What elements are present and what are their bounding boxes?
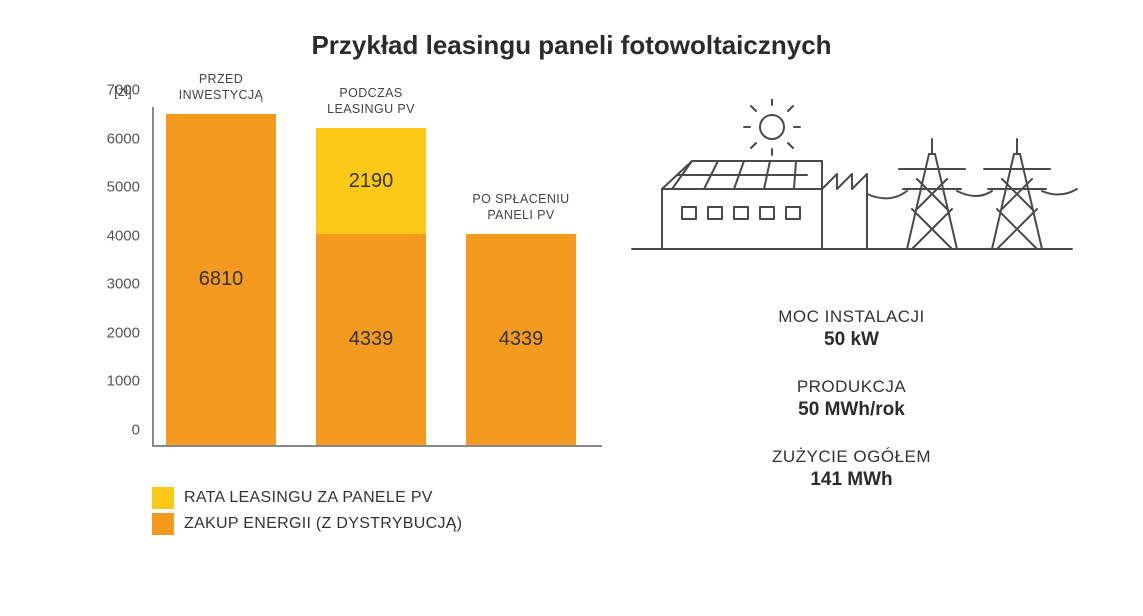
y-tick: 7000 [107,82,140,99]
y-tick: 5000 [107,179,140,196]
chart-area: [zł] 01000200030004000500060007000 PRZED… [70,89,600,469]
y-tick: 2000 [107,324,140,341]
bar-category-label: PO SPŁACENIUPANELI PV [451,192,591,223]
stat-value: 50 kW [778,329,924,351]
stat-label: PRODUKCJA [797,377,906,397]
y-tick: 6000 [107,130,140,147]
legend: RATA LEASINGU ZA PANELE PV ZAKUP ENERGII… [152,487,600,535]
stat-value: 50 MWh/rok [797,399,906,421]
info-panel: MOC INSTALACJI 50 kW PRODUKCJA 50 MWh/ro… [600,89,1103,539]
bar-segment-energy: 4339 [316,234,426,445]
bar-group: PO SPŁACENIUPANELI PV4339 [466,234,576,445]
solar-factory-icon [622,99,1082,279]
stat-production: PRODUKCJA 50 MWh/rok [797,377,906,421]
stat-power: MOC INSTALACJI 50 kW [778,307,924,351]
y-tick: 1000 [107,373,140,390]
bar-group: PODCZASLEASINGU PV43392190 [316,128,426,445]
chart-panel: [zł] 01000200030004000500060007000 PRZED… [40,89,600,539]
stat-label: ZUŻYCIE OGÓŁEM [772,447,931,467]
stat-consumption: ZUŻYCIE OGÓŁEM 141 MWh [772,447,931,491]
bar-segment-energy: 4339 [466,234,576,445]
legend-item-lease: RATA LEASINGU ZA PANELE PV [152,487,600,509]
bar-segment-energy: 6810 [166,114,276,445]
plot-region: PRZEDINWESTYCJĄ6810 PODCZASLEASINGU PV433… [152,107,602,447]
y-tick: 0 [132,422,140,439]
y-axis: 01000200030004000500060007000 [70,107,150,447]
bar-segment-lease: 2190 [316,128,426,234]
content-row: [zł] 01000200030004000500060007000 PRZED… [40,89,1103,539]
y-tick: 4000 [107,227,140,244]
bar-group: PRZEDINWESTYCJĄ6810 [166,114,276,445]
legend-item-energy: ZAKUP ENERGII (Z DYSTRYBUCJĄ) [152,513,600,535]
legend-swatch-lease [152,487,174,509]
stat-label: MOC INSTALACJI [778,307,924,327]
bar-category-label: PODCZASLEASINGU PV [301,86,441,117]
legend-swatch-energy [152,513,174,535]
legend-label-energy: ZAKUP ENERGII (Z DYSTRYBUCJĄ) [184,515,462,533]
stat-value: 141 MWh [772,469,931,491]
bar-category-label: PRZEDINWESTYCJĄ [151,72,291,103]
legend-label-lease: RATA LEASINGU ZA PANELE PV [184,489,433,507]
y-tick: 3000 [107,276,140,293]
page-title: Przykład leasingu paneli fotowoltaicznyc… [40,30,1103,61]
